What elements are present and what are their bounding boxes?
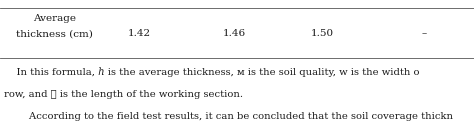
Text: 1.42: 1.42 [128, 29, 151, 38]
Text: row, and ℓ is the length of the working section.: row, and ℓ is the length of the working … [4, 90, 243, 99]
Text: According to the field test results, it can be concluded that the soil coverage : According to the field test results, it … [4, 112, 453, 121]
Text: Average: Average [33, 14, 76, 23]
Text: 1.46: 1.46 [223, 29, 246, 38]
Text: –: – [421, 29, 427, 38]
Text: thickness (cm): thickness (cm) [16, 30, 93, 39]
Text: In this formula, ℎ is the average thickness, ᴍ is the soil quality, ᴡ is the wid: In this formula, ℎ is the average thickn… [4, 67, 419, 77]
Text: 1.50: 1.50 [311, 29, 334, 38]
